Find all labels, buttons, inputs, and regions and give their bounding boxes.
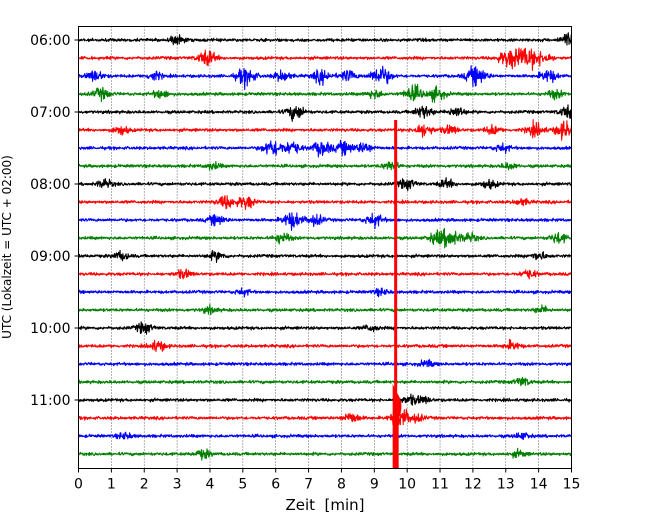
- y-tick-label-0900: 09:00: [30, 249, 70, 265]
- trace-0915: [78, 268, 572, 280]
- trace-1130: [78, 431, 572, 441]
- earthquake-event: [392, 120, 402, 469]
- trace-1015: [77, 338, 573, 352]
- trace-1000: [77, 321, 572, 335]
- y-tick-label-0700: 07:00: [30, 105, 70, 121]
- trace-0845: [77, 227, 572, 249]
- x-tick-label-6: 6: [271, 477, 280, 493]
- x-tick-label-5: 5: [238, 477, 247, 493]
- x-tick-label-11: 11: [431, 477, 449, 493]
- trace-0700: [77, 104, 573, 122]
- y-tick-label-0600: 06:00: [30, 33, 70, 49]
- trace-0615: [77, 47, 573, 72]
- plot-frame: [78, 26, 572, 469]
- x-tick-label-15: 15: [563, 477, 581, 493]
- x-tick-label-8: 8: [337, 477, 346, 493]
- trace-1145: [77, 447, 573, 461]
- trace-1045: [78, 376, 572, 387]
- trace-1115: [77, 408, 572, 426]
- x-tick-label-7: 7: [304, 477, 313, 493]
- trace-0715: [77, 119, 573, 141]
- x-axis-ticks: 0 1 2 3 4 5 6 7 8 9 10 11 12 13 14 15: [74, 468, 581, 493]
- x-tick-label-9: 9: [370, 477, 379, 493]
- trace-1030: [77, 358, 573, 368]
- trace-0800: [77, 177, 572, 192]
- y-tick-label-1000: 10:00: [30, 321, 70, 337]
- x-tick-label-1: 1: [107, 477, 116, 493]
- trace-0730: [77, 139, 572, 158]
- trace-0630: [77, 65, 572, 91]
- x-tick-label-14: 14: [530, 477, 548, 493]
- trace-0945: [77, 303, 572, 316]
- y-tick-label-1100: 11:00: [30, 393, 70, 409]
- trace-0900: [77, 249, 573, 263]
- x-tick-label-0: 0: [74, 477, 83, 493]
- x-tick-label-4: 4: [206, 477, 215, 493]
- x-tick-label-10: 10: [398, 477, 416, 493]
- y-axis-ticks: 06:00 07:00 08:00 09:00 10:00 11:00: [30, 33, 79, 409]
- trace-0930: [78, 287, 572, 298]
- trace-0600: [78, 32, 573, 47]
- trace-0745: [77, 160, 573, 171]
- y-tick-label-0800: 08:00: [30, 177, 70, 193]
- trace-0830: [78, 212, 572, 231]
- x-tick-label-13: 13: [497, 477, 515, 493]
- trace-0815: [77, 195, 573, 210]
- x-tick-label-3: 3: [173, 477, 182, 493]
- trace-0645: [78, 83, 573, 103]
- seismic-traces: [77, 32, 573, 461]
- trace-1100: [78, 393, 572, 406]
- y-axis-label: UTC (Lokalzeit = UTC + 02:00): [0, 155, 14, 339]
- event-coda: [392, 384, 402, 469]
- x-axis-label: Zeit [min]: [285, 496, 364, 514]
- x-tick-label-2: 2: [140, 477, 149, 493]
- x-tick-label-12: 12: [464, 477, 482, 493]
